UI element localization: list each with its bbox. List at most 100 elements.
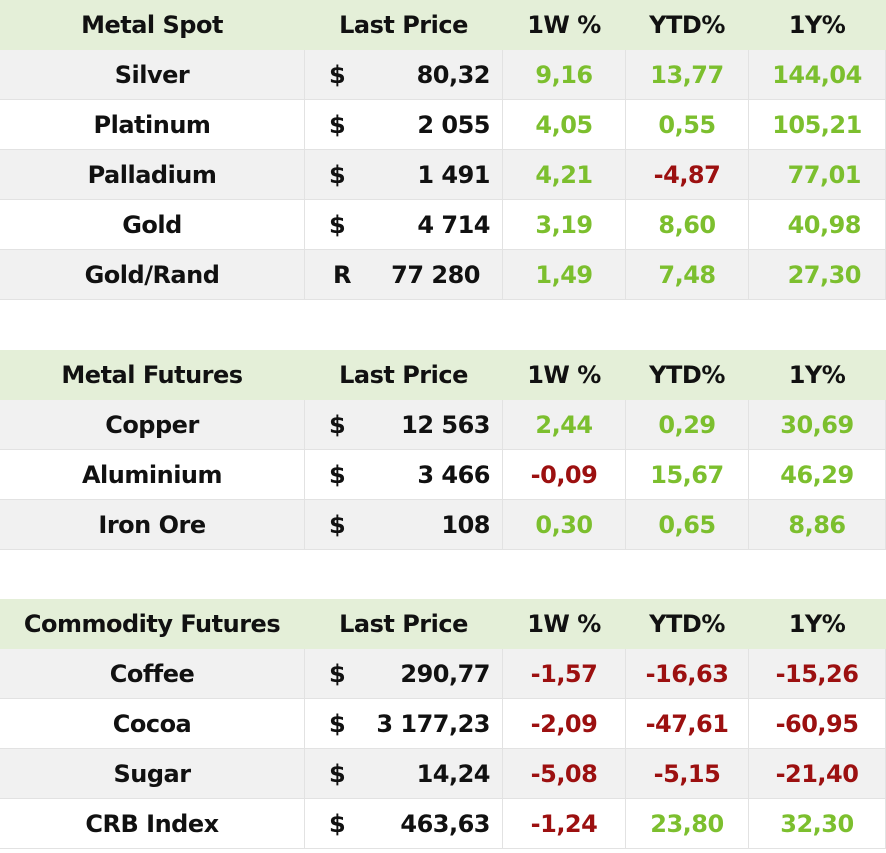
table-row-coffee: Coffee $290,77 -1,57 -16,63 -15,26 <box>0 649 886 699</box>
row-1w: 3,19 <box>503 200 626 250</box>
row-name: Iron Ore <box>0 500 305 550</box>
row-1y: -60,95 <box>749 699 886 749</box>
price-value: 1 491 <box>417 160 490 189</box>
table-row-palladium: Palladium $1 491 4,21 -4,87 77,01 <box>0 150 886 200</box>
row-1y: 27,30 <box>749 250 886 300</box>
currency-symbol: $ <box>329 460 346 489</box>
row-1w: 1,49 <box>503 250 626 300</box>
row-ytd: 7,48 <box>626 250 749 300</box>
row-1y: 144,04 <box>749 50 886 100</box>
row-name: Cocoa <box>0 699 305 749</box>
price-value: 463,63 <box>400 809 490 838</box>
currency-symbol: $ <box>329 809 346 838</box>
row-price: $290,77 <box>305 649 503 699</box>
table-row-iron-ore: Iron Ore $108 0,30 0,65 8,86 <box>0 500 886 550</box>
row-1w: -2,09 <box>503 699 626 749</box>
row-name: Silver <box>0 50 305 100</box>
metal-futures-header-row: Metal Futures Last Price 1W % YTD% 1Y% <box>0 350 886 400</box>
row-name: Coffee <box>0 649 305 699</box>
header-last-price: Last Price <box>339 360 468 389</box>
header-1w: 1W % <box>527 10 601 39</box>
row-1w: -0,09 <box>503 450 626 500</box>
row-1w: -5,08 <box>503 749 626 799</box>
header-ytd: YTD% <box>649 609 725 638</box>
row-1y: 32,30 <box>749 799 886 849</box>
price-value: 108 <box>441 510 490 539</box>
price-value: 12 563 <box>401 410 490 439</box>
row-name: Gold <box>0 200 305 250</box>
row-name: Palladium <box>0 150 305 200</box>
row-price: $463,63 <box>305 799 503 849</box>
commodity-futures-section: Commodity Futures Last Price 1W % YTD% 1… <box>0 599 886 849</box>
row-1w: 9,16 <box>503 50 626 100</box>
row-price: $2 055 <box>305 100 503 150</box>
row-ytd: 15,67 <box>626 450 749 500</box>
currency-symbol: $ <box>329 410 346 439</box>
price-value: 2 055 <box>417 110 490 139</box>
header-name: Commodity Futures <box>23 609 281 638</box>
header-1w: 1W % <box>527 360 601 389</box>
row-price: $4 714 <box>305 200 503 250</box>
row-1w: 4,21 <box>503 150 626 200</box>
table-row-gold-rand: Gold/Rand R 77 280 1,49 7,48 27,30 <box>0 250 886 300</box>
row-1y: 46,29 <box>749 450 886 500</box>
row-price: $12 563 <box>305 400 503 450</box>
header-last-price: Last Price <box>339 10 468 39</box>
row-price: $3 466 <box>305 450 503 500</box>
row-price: $80,32 <box>305 50 503 100</box>
price-value: 77 280 <box>391 260 480 289</box>
row-name: Sugar <box>0 749 305 799</box>
row-1y: -15,26 <box>749 649 886 699</box>
row-price: $14,24 <box>305 749 503 799</box>
currency-symbol: $ <box>329 510 346 539</box>
price-value: 14,24 <box>416 759 491 788</box>
row-name: Copper <box>0 400 305 450</box>
row-ytd: -16,63 <box>626 649 749 699</box>
metal-spot-header-row: Metal Spot Last Price 1W % YTD% 1Y% <box>0 0 886 50</box>
currency-symbol: $ <box>329 210 346 239</box>
row-1y: 105,21 <box>749 100 886 150</box>
row-ytd: -47,61 <box>626 699 749 749</box>
row-name: CRB Index <box>0 799 305 849</box>
table-row-platinum: Platinum $2 055 4,05 0,55 105,21 <box>0 100 886 150</box>
row-price: $108 <box>305 500 503 550</box>
table-row-sugar: Sugar $14,24 -5,08 -5,15 -21,40 <box>0 749 886 799</box>
row-ytd: 23,80 <box>626 799 749 849</box>
header-1y: 1Y% <box>788 10 846 39</box>
table-row-aluminium: Aluminium $3 466 -0,09 15,67 46,29 <box>0 450 886 500</box>
row-ytd: 0,55 <box>626 100 749 150</box>
price-value: 3 466 <box>417 460 490 489</box>
row-ytd: -4,87 <box>626 150 749 200</box>
currency-symbol: $ <box>329 110 346 139</box>
price-value: 4 714 <box>417 210 490 239</box>
header-name: Metal Futures <box>61 360 243 389</box>
row-ytd: -5,15 <box>626 749 749 799</box>
currency-symbol: $ <box>329 759 346 788</box>
header-name: Metal Spot <box>81 10 223 39</box>
row-1y: 30,69 <box>749 400 886 450</box>
row-price: R 77 280 <box>305 250 503 300</box>
commodity-futures-header-row: Commodity Futures Last Price 1W % YTD% 1… <box>0 599 886 649</box>
header-1y: 1Y% <box>788 360 846 389</box>
row-1y: 77,01 <box>749 150 886 200</box>
row-1y: 8,86 <box>749 500 886 550</box>
row-name: Gold/Rand <box>0 250 305 300</box>
header-ytd: YTD% <box>649 10 725 39</box>
row-ytd: 13,77 <box>626 50 749 100</box>
price-value: 80,32 <box>416 60 491 89</box>
currency-symbol: $ <box>329 160 346 189</box>
row-1w: 2,44 <box>503 400 626 450</box>
metal-spot-section: Metal Spot Last Price 1W % YTD% 1Y% Silv… <box>0 0 886 300</box>
table-row-copper: Copper $12 563 2,44 0,29 30,69 <box>0 400 886 450</box>
row-1w: 4,05 <box>503 100 626 150</box>
header-ytd: YTD% <box>649 360 725 389</box>
row-1w: -1,57 <box>503 649 626 699</box>
header-1y: 1Y% <box>788 609 846 638</box>
header-last-price: Last Price <box>339 609 468 638</box>
currency-symbol: $ <box>329 60 346 89</box>
row-ytd: 8,60 <box>626 200 749 250</box>
row-price: $3 177,23 <box>305 699 503 749</box>
row-1w: -1,24 <box>503 799 626 849</box>
metal-futures-section: Metal Futures Last Price 1W % YTD% 1Y% C… <box>0 350 886 550</box>
